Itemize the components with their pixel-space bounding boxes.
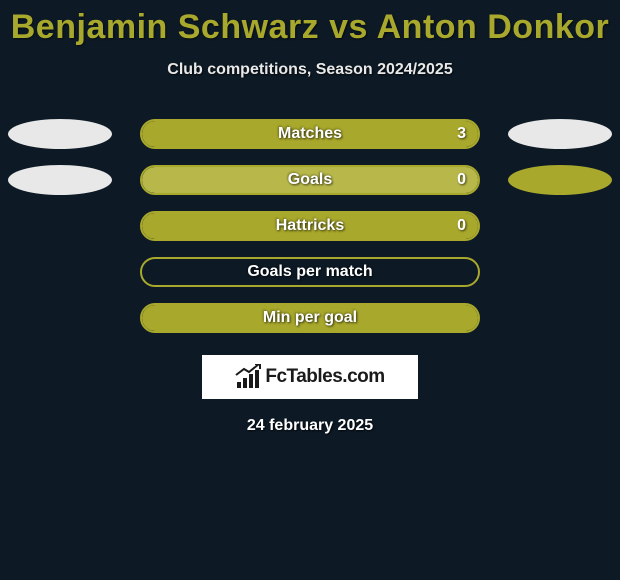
stat-bar: Goals 0 [140, 165, 480, 195]
stat-label: Goals [142, 171, 478, 189]
left-marker [8, 119, 112, 149]
stat-row-matches: Matches 3 [0, 119, 620, 149]
fctables-logo: FcTables.com [202, 355, 418, 399]
stat-bar: Matches 3 [140, 119, 480, 149]
page-title: Benjamin Schwarz vs Anton Donkor [0, 0, 620, 47]
subtitle: Club competitions, Season 2024/2025 [0, 61, 620, 79]
date-label: 24 february 2025 [0, 417, 620, 435]
stat-value: 0 [457, 217, 466, 235]
left-marker [8, 165, 112, 195]
stat-value: 3 [457, 125, 466, 143]
stat-row-goals: Goals 0 [0, 165, 620, 195]
stat-label: Hattricks [142, 217, 478, 235]
stat-row-goals-per-match: Goals per match [0, 257, 620, 287]
right-marker [508, 165, 612, 195]
stat-label: Min per goal [142, 309, 478, 327]
right-marker [508, 119, 612, 149]
stat-value: 0 [457, 171, 466, 189]
stat-bar: Hattricks 0 [140, 211, 480, 241]
logo-text: FcTables.com [265, 366, 384, 388]
stat-bar: Goals per match [140, 257, 480, 287]
stat-bar: Min per goal [140, 303, 480, 333]
logo-chart-icon [235, 366, 261, 388]
stat-label: Goals per match [142, 263, 478, 281]
stats-rows: Matches 3 Goals 0 Hattricks 0 Goals per … [0, 119, 620, 333]
stat-row-min-per-goal: Min per goal [0, 303, 620, 333]
stat-row-hattricks: Hattricks 0 [0, 211, 620, 241]
stat-label: Matches [142, 125, 478, 143]
